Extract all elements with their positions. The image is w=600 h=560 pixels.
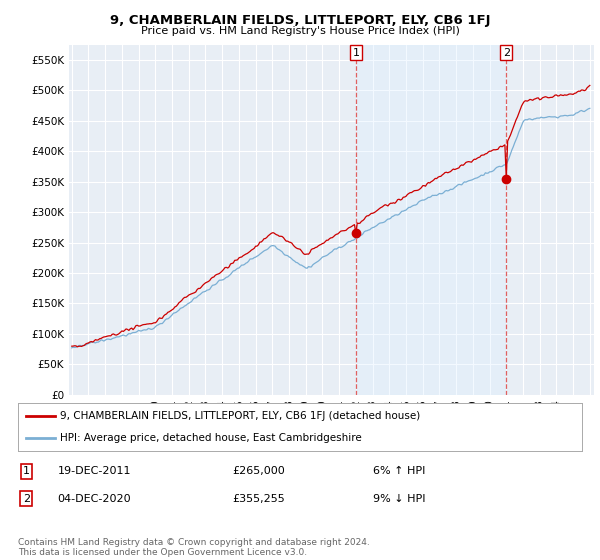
- Text: 19-DEC-2011: 19-DEC-2011: [58, 466, 131, 476]
- Text: HPI: Average price, detached house, East Cambridgeshire: HPI: Average price, detached house, East…: [60, 433, 362, 443]
- Text: 9, CHAMBERLAIN FIELDS, LITTLEPORT, ELY, CB6 1FJ (detached house): 9, CHAMBERLAIN FIELDS, LITTLEPORT, ELY, …: [60, 411, 421, 421]
- Text: 2: 2: [503, 48, 510, 58]
- Text: 6% ↑ HPI: 6% ↑ HPI: [373, 466, 425, 476]
- Text: Price paid vs. HM Land Registry's House Price Index (HPI): Price paid vs. HM Land Registry's House …: [140, 26, 460, 36]
- Text: £355,255: £355,255: [232, 494, 285, 504]
- Text: 1: 1: [23, 466, 30, 476]
- Text: 2: 2: [23, 494, 30, 504]
- Text: 9% ↓ HPI: 9% ↓ HPI: [373, 494, 426, 504]
- Bar: [356, 45, 506, 395]
- Text: Contains HM Land Registry data © Crown copyright and database right 2024.
This d: Contains HM Land Registry data © Crown c…: [18, 538, 370, 557]
- Text: 04-DEC-2020: 04-DEC-2020: [58, 494, 131, 504]
- Text: £265,000: £265,000: [232, 466, 285, 476]
- Text: 1: 1: [352, 48, 359, 58]
- Text: 9, CHAMBERLAIN FIELDS, LITTLEPORT, ELY, CB6 1FJ: 9, CHAMBERLAIN FIELDS, LITTLEPORT, ELY, …: [110, 14, 490, 27]
